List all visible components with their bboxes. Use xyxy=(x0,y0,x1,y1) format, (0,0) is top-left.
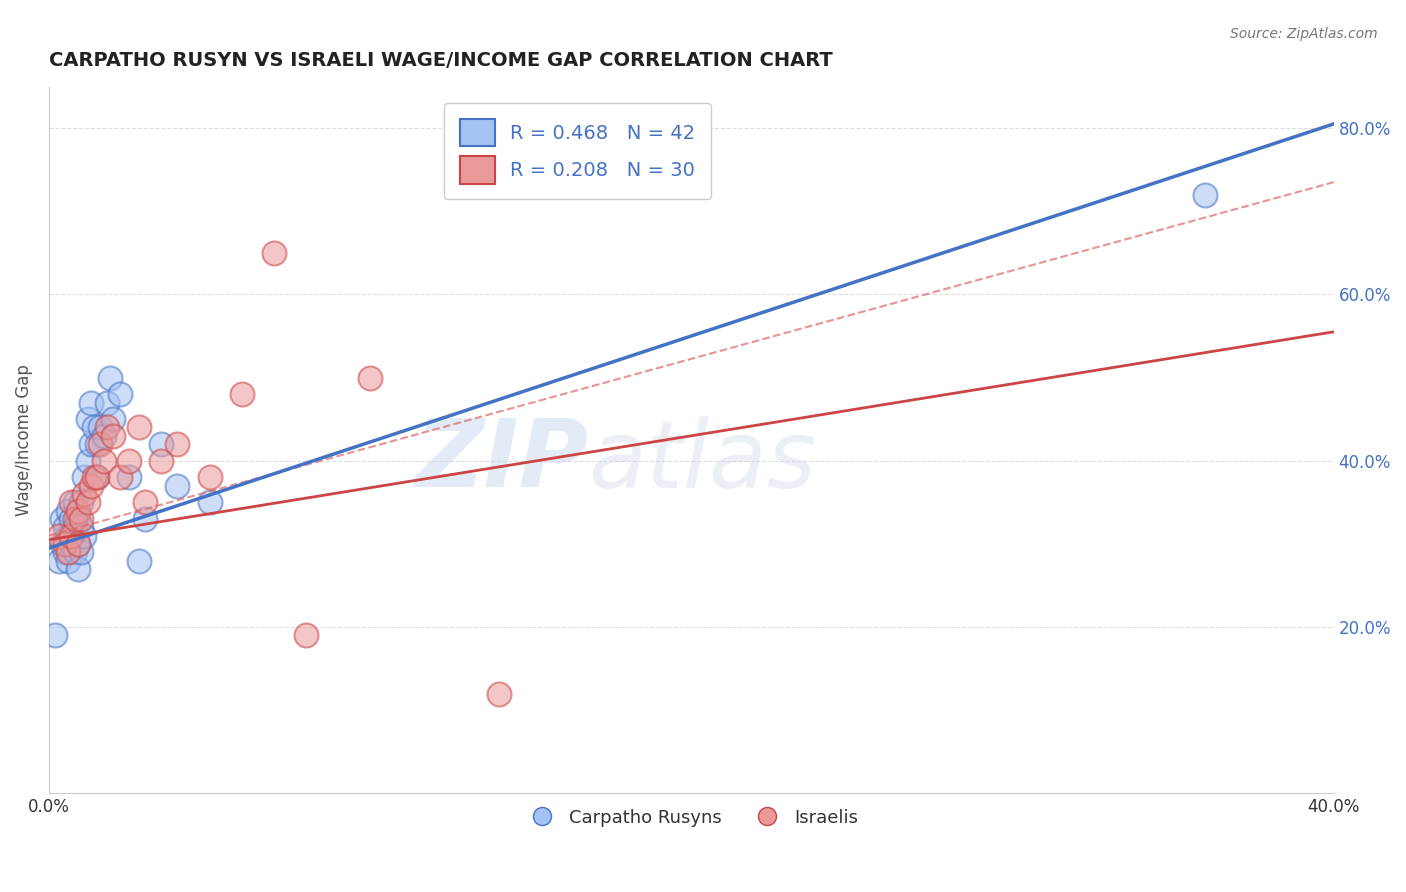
Point xyxy=(80,478,103,492)
Point xyxy=(83,470,105,484)
Point xyxy=(134,512,156,526)
Point xyxy=(103,429,125,443)
Point xyxy=(80,437,103,451)
Point xyxy=(48,528,70,542)
Point xyxy=(263,245,285,260)
Point xyxy=(66,537,89,551)
Point xyxy=(73,528,96,542)
Point xyxy=(51,537,73,551)
Point xyxy=(58,545,80,559)
Point xyxy=(118,470,141,484)
Point xyxy=(53,520,76,534)
Text: ZIP: ZIP xyxy=(416,415,589,508)
Text: CARPATHO RUSYN VS ISRAELI WAGE/INCOME GAP CORRELATION CHART: CARPATHO RUSYN VS ISRAELI WAGE/INCOME GA… xyxy=(49,51,832,70)
Point xyxy=(80,395,103,409)
Point xyxy=(63,520,86,534)
Point xyxy=(93,454,115,468)
Point xyxy=(63,545,86,559)
Point xyxy=(66,512,89,526)
Point xyxy=(1194,187,1216,202)
Point xyxy=(73,470,96,484)
Point xyxy=(60,512,83,526)
Point xyxy=(150,454,173,468)
Point xyxy=(66,503,89,517)
Point xyxy=(53,537,76,551)
Point xyxy=(89,420,111,434)
Point xyxy=(60,495,83,509)
Point xyxy=(231,387,253,401)
Point xyxy=(58,503,80,517)
Point xyxy=(108,387,131,401)
Point xyxy=(63,495,86,509)
Point xyxy=(198,470,221,484)
Point xyxy=(150,437,173,451)
Point xyxy=(86,437,108,451)
Point xyxy=(70,545,93,559)
Point xyxy=(70,512,93,526)
Point xyxy=(60,528,83,542)
Point xyxy=(134,495,156,509)
Point xyxy=(48,553,70,567)
Legend: Carpatho Rusyns, Israelis: Carpatho Rusyns, Israelis xyxy=(517,801,866,834)
Point xyxy=(89,437,111,451)
Point xyxy=(51,512,73,526)
Point xyxy=(488,687,510,701)
Text: atlas: atlas xyxy=(589,416,817,507)
Point xyxy=(44,628,66,642)
Point xyxy=(70,495,93,509)
Point xyxy=(83,420,105,434)
Point xyxy=(128,553,150,567)
Point xyxy=(359,370,381,384)
Point xyxy=(76,495,98,509)
Point xyxy=(166,437,188,451)
Point xyxy=(60,537,83,551)
Point xyxy=(63,512,86,526)
Point xyxy=(295,628,318,642)
Point xyxy=(103,412,125,426)
Point xyxy=(70,520,93,534)
Point xyxy=(58,553,80,567)
Point xyxy=(76,412,98,426)
Point xyxy=(86,470,108,484)
Point xyxy=(76,454,98,468)
Point xyxy=(128,420,150,434)
Point xyxy=(73,487,96,501)
Y-axis label: Wage/Income Gap: Wage/Income Gap xyxy=(15,364,32,516)
Point xyxy=(96,420,118,434)
Point xyxy=(66,562,89,576)
Point xyxy=(86,470,108,484)
Point xyxy=(166,478,188,492)
Point xyxy=(66,537,89,551)
Point xyxy=(108,470,131,484)
Point xyxy=(53,545,76,559)
Point xyxy=(93,429,115,443)
Point xyxy=(118,454,141,468)
Text: Source: ZipAtlas.com: Source: ZipAtlas.com xyxy=(1230,27,1378,41)
Point xyxy=(58,528,80,542)
Point xyxy=(198,495,221,509)
Point xyxy=(98,370,121,384)
Point xyxy=(96,395,118,409)
